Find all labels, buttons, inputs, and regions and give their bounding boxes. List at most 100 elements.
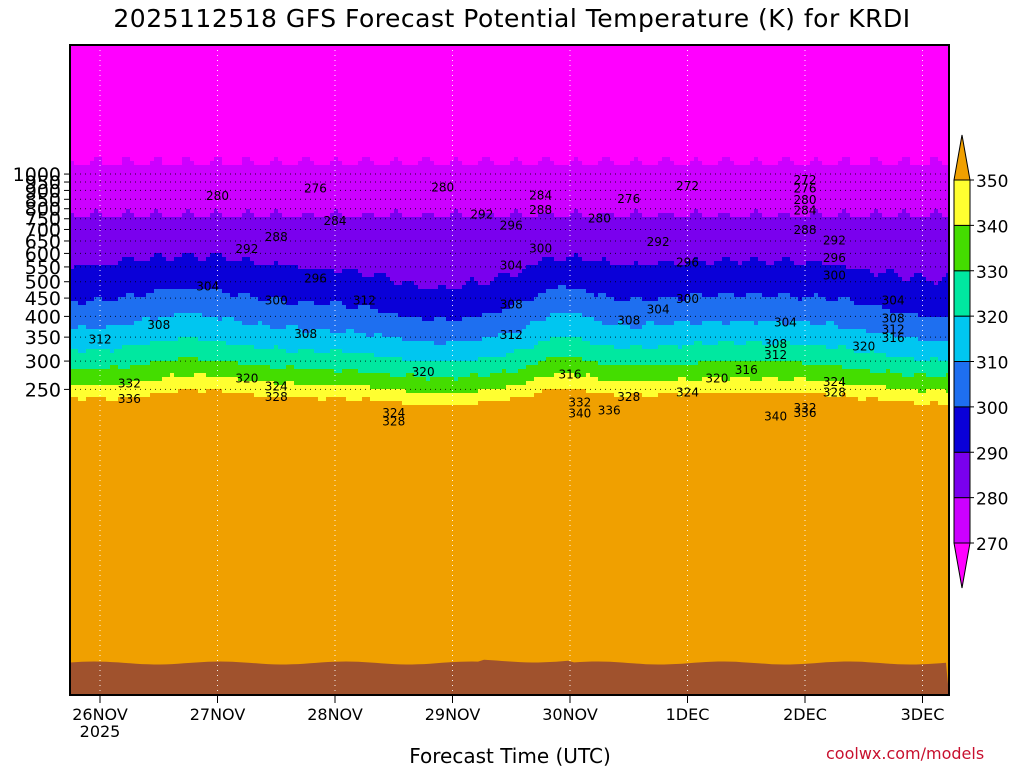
contour-label: 288 [265,230,288,244]
filled-contours [70,45,949,695]
colorbar-label: 300 [976,399,1008,419]
contour-label: 292 [647,235,670,249]
y-tick-label: 500 [25,272,61,294]
y-tick-label: 900 [25,180,61,202]
contour-label: 288 [529,203,552,217]
contour-label: 296 [500,219,523,233]
contour-label: 332 [118,376,141,390]
y-tick-label: 550 [25,257,61,279]
contour-label: 316 [735,363,758,377]
x-tick-label: 26NOV [72,705,128,724]
ground-surface [70,659,949,695]
colorbar-extend-high [953,134,971,181]
site-credit[interactable]: coolwx.com/models [826,744,985,763]
contour-label: 296 [676,256,699,270]
colorbar-label: 330 [976,263,1008,283]
contour-label: 324 [823,375,846,389]
contour-label: 328 [382,415,405,429]
colorbar-segment [953,497,971,544]
contour-label: 308 [294,327,317,341]
x-tick-label: 30NOV [542,705,598,724]
x-axis-label: Forecast Time (UTC) [409,744,611,768]
colorbar-label: 350 [976,172,1008,192]
contour-labels: 3363323123083043203243283083002962922882… [89,173,905,429]
contour-label: 280 [794,193,817,207]
contour-label: 312 [764,348,787,362]
contour-label: 296 [304,272,327,286]
y-tick-label: 950 [25,172,61,194]
plot-frame [69,44,950,696]
contour-label: 300 [823,269,846,283]
contour-label: 332 [794,401,817,415]
x-tick-label: 29NOV [425,705,481,724]
contour-label: 284 [529,188,552,202]
y-tick-label: 350 [25,327,61,349]
contour-label: 316 [559,368,582,382]
contour-label: 292 [470,207,493,221]
contour-label: 304 [774,315,797,329]
gridlines [70,45,949,695]
contour-label: 320 [705,372,728,386]
contour-label: 324 [265,379,288,393]
contour-label: 324 [676,386,699,400]
colorbar-segment [953,270,971,317]
colorbar-label: 320 [976,308,1008,328]
colorbar-segment [953,361,971,408]
colorbar-label: 270 [976,535,1008,555]
colorbar-label: 310 [976,354,1008,374]
contour-label: 328 [617,390,640,404]
contour-label: 292 [235,242,258,256]
contour-label: 284 [794,203,817,217]
contour-label: 308 [617,313,640,327]
colorbar-segment [953,451,971,499]
contour-label: 336 [794,406,817,420]
contour-label: 292 [823,233,846,247]
contour-label: 272 [794,173,817,187]
contour-label: 336 [118,392,141,406]
colorbar-label: 290 [976,444,1008,464]
contour-label: 280 [431,180,454,194]
contour-label: 300 [676,292,699,306]
contour-label: 284 [324,214,347,228]
contour-label: 316 [882,331,905,345]
contour-label: 304 [882,294,905,308]
y-tick-label: 700 [25,219,61,241]
contour-label: 296 [823,251,846,265]
x-tick-label: 1DEC [666,705,710,724]
contour-label: 280 [206,189,229,203]
contour-label: 308 [882,311,905,325]
contour-label: 340 [568,407,591,421]
x-tick-label: 28NOV [307,705,363,724]
contour-label: 308 [500,297,523,311]
contour-label: 280 [588,211,611,225]
contour-label: 328 [265,390,288,404]
contour-label: 312 [882,322,905,336]
colorbar-extend-low [953,542,971,589]
y-tick-label: 400 [25,306,61,328]
contour-label: 320 [412,365,435,379]
y-tick-label: 450 [25,288,61,310]
x-year-label: 2025 [80,722,121,741]
contour-label: 320 [852,339,875,353]
contour-label: 312 [89,332,112,346]
y-tick-label: 800 [25,199,61,221]
y-tick-label: 600 [25,243,61,265]
x-tick-label: 27NOV [190,705,246,724]
contour-label: 308 [764,337,787,351]
colorbar-label: 280 [976,490,1008,510]
contour-label: 308 [147,318,170,332]
x-tick-label: 3DEC [901,705,945,724]
y-axis: 250 3003504004505005506006507007508008509… [13,164,70,401]
contour-label: 304 [647,303,670,317]
y-tick-label: 850 [25,189,61,211]
y-tick-label: 300 [25,351,61,373]
contour-label: 276 [617,192,640,206]
colorbar-segment [953,179,971,226]
contour-label: 324 [382,406,405,420]
contour-label: 300 [529,241,552,255]
contour-label: 332 [568,395,591,409]
contour-label: 288 [794,223,817,237]
contour-label: 276 [794,181,817,195]
x-tick-label: 2DEC [783,705,827,724]
contour-label: 340 [764,409,787,423]
